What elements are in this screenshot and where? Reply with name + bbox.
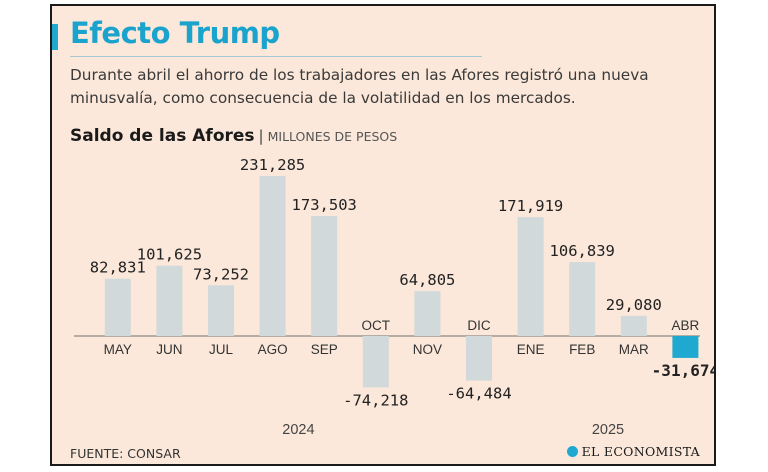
chart-title: Saldo de las Afores xyxy=(70,126,255,146)
value-label-dic: -64,484 xyxy=(446,385,511,403)
page-subtitle: Durante abril el ahorro de los trabajado… xyxy=(70,66,649,107)
chart-heading: Saldo de las Afores | MILLONES DE PESOS xyxy=(70,126,397,146)
page-title: Efecto Trump xyxy=(70,16,280,50)
value-label-sep: 173,503 xyxy=(292,196,357,214)
bar-feb xyxy=(569,262,596,336)
value-label-jul: 73,252 xyxy=(193,265,249,283)
value-label-oct: -74,218 xyxy=(343,391,408,409)
category-label-oct: OCT xyxy=(362,318,391,333)
value-label-ene: 171,919 xyxy=(498,197,563,215)
bar-may xyxy=(104,278,131,336)
category-label-abr: ABR xyxy=(672,318,700,333)
value-label-mar: 29,080 xyxy=(606,296,662,314)
value-label-may: 82,831 xyxy=(90,259,146,277)
year-label-2025: 2025 xyxy=(592,422,624,438)
bar-ago xyxy=(259,176,286,336)
category-label-jun: JUN xyxy=(156,342,182,357)
brand-logo: EL ECONOMISTA xyxy=(566,444,700,459)
brand-icon xyxy=(566,446,578,457)
value-label-nov: 64,805 xyxy=(399,271,455,289)
bar-abr xyxy=(672,336,699,358)
category-label-jul: JUL xyxy=(209,342,233,357)
bar-jun xyxy=(156,265,183,336)
bar-jul xyxy=(208,285,234,336)
bar-mar xyxy=(620,315,647,336)
bar-chart: 82,831 MAY 101,625 JUN 73,252 JUL 231,285 AGO 17… xyxy=(74,156,714,438)
title-divider xyxy=(70,56,482,57)
category-label-ene: ENE xyxy=(517,342,545,357)
bar-nov xyxy=(414,291,441,336)
bar-dic xyxy=(466,336,492,381)
chart-heading-separator: | xyxy=(258,127,264,145)
category-label-ago: AGO xyxy=(258,342,288,357)
bar-sep xyxy=(311,215,338,336)
category-label-nov: NOV xyxy=(413,342,442,357)
year-label-2024: 2024 xyxy=(282,422,314,438)
infographic-card: Efecto Trump Durante abril el ahorro de … xyxy=(50,4,716,466)
category-label-may: MAY xyxy=(104,342,132,357)
category-label-mar: MAR xyxy=(619,342,649,357)
value-label-ago: 231,285 xyxy=(240,156,305,174)
value-label-jun: 101,625 xyxy=(137,246,202,264)
chart-unit: MILLONES DE PESOS xyxy=(267,129,398,144)
category-label-feb: FEB xyxy=(569,342,595,357)
category-label-dic: DIC xyxy=(467,318,491,333)
title-accent-bar xyxy=(52,24,58,50)
value-label-feb: 106,839 xyxy=(550,242,615,260)
category-label-sep: SEP xyxy=(311,342,338,357)
bar-ene xyxy=(517,217,544,336)
source-note: FUENTE: CONSAR xyxy=(70,446,181,461)
bar-oct xyxy=(362,336,389,388)
brand-name: EL ECONOMISTA xyxy=(581,444,700,459)
value-label-abr: -31,674 xyxy=(652,361,714,380)
